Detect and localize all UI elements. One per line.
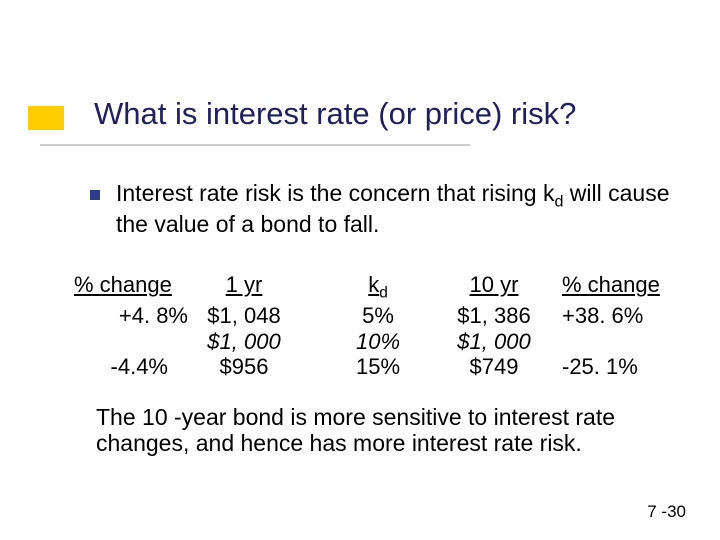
col-header: 1 yr	[194, 272, 294, 303]
col-header: 10 yr	[446, 272, 542, 303]
bullet-text: Interest rate risk is the concern that r…	[116, 180, 680, 238]
cell: $1, 000	[446, 329, 542, 355]
bullet-item: Interest rate risk is the concern that r…	[76, 180, 680, 238]
cell: 15%	[344, 354, 412, 380]
cell: +38. 6%	[562, 303, 682, 329]
cell: 10%	[344, 329, 412, 355]
cell	[74, 329, 194, 355]
page-number: 7 -30	[647, 502, 686, 522]
col-header: % change	[562, 272, 682, 303]
cell: $1, 048	[194, 303, 294, 329]
kd-sub: d	[379, 284, 388, 301]
data-table: % change 1 yr kd 10 yr % change +4. 8% $…	[74, 272, 682, 380]
accent-line	[40, 144, 470, 146]
table-header-row: % change 1 yr kd 10 yr % change	[74, 272, 682, 303]
accent-bar	[28, 106, 64, 130]
cell: $956	[194, 354, 294, 380]
square-bullet-icon	[90, 190, 100, 200]
col-header: % change	[74, 272, 194, 303]
slide-title: What is interest rate (or price) risk?	[94, 96, 576, 132]
table-row: -4.4% $956 15% $749 -25. 1%	[74, 354, 682, 380]
slide: What is interest rate (or price) risk? I…	[0, 0, 720, 540]
cell: -25. 1%	[562, 354, 682, 380]
table-row: +4. 8% $1, 048 5% $1, 386 +38. 6%	[74, 303, 682, 329]
body: Interest rate risk is the concern that r…	[76, 180, 680, 238]
kd-pre: k	[368, 272, 379, 297]
cell: +4. 8%	[74, 303, 194, 329]
table-row: $1, 000 10% $1, 000	[74, 329, 682, 355]
cell: $1, 386	[446, 303, 542, 329]
cell: $749	[446, 354, 542, 380]
bullet-text-pre: Interest rate risk is the concern that r…	[116, 180, 554, 206]
cell: -4.4%	[74, 354, 194, 380]
cell	[562, 329, 682, 355]
cell: $1, 000	[194, 329, 294, 355]
cell: 5%	[344, 303, 412, 329]
col-header: kd	[344, 272, 412, 303]
conclusion-text: The 10 -year bond is more sensitive to i…	[96, 404, 676, 457]
